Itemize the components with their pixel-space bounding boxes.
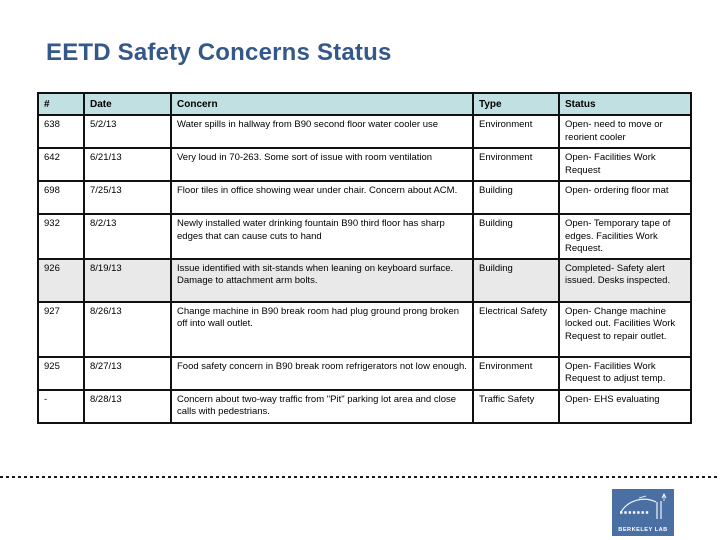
page-title: EETD Safety Concerns Status [46, 39, 392, 66]
cell-date: 8/27/13 [83, 355, 172, 391]
cell-concern: Newly installed water drinking fountain … [170, 213, 474, 260]
cell-id: 638 [37, 114, 85, 149]
cell-concern: Floor tiles in office showing wear under… [170, 180, 474, 215]
table-row: 698 7/25/13 Floor tiles in office showing … [37, 180, 692, 215]
cell-status: Open- Change machine locked out. Facilit… [558, 300, 692, 358]
cell-status: Open- Facilities Work Request [558, 147, 692, 182]
cell-status: Open- need to move or reorient cooler [558, 114, 692, 149]
cell-id: 932 [37, 213, 85, 260]
berkeley-lab-logo: BERKELEY LAB [612, 489, 674, 536]
berkeley-lab-logo-graphic: BERKELEY LAB [612, 489, 674, 536]
cell-type: Traffic Safety [472, 388, 560, 424]
cell-type: Building [472, 257, 560, 303]
cell-id: 927 [37, 300, 85, 358]
berkeley-lab-logo-text: BERKELEY LAB [618, 527, 667, 533]
cell-date: 8/19/13 [83, 257, 172, 303]
cell-concern: Change machine in B90 break room had plu… [170, 300, 474, 358]
cell-id: 698 [37, 180, 85, 215]
cell-concern: Issue identified with sit-stands when le… [170, 257, 474, 303]
cell-status: Completed- Safety alert issued. Desks in… [558, 257, 692, 303]
cell-date: 8/28/13 [83, 388, 172, 424]
cell-concern: Concern about two-way traffic from "Pit"… [170, 388, 474, 424]
cell-type: Building [472, 213, 560, 260]
cell-concern: Food safety concern in B90 break room re… [170, 355, 474, 391]
col-header-number: # [37, 92, 85, 116]
cell-type: Environment [472, 147, 560, 182]
table-row: 926 8/19/13 Issue identified with sit-stan… [37, 257, 692, 303]
cell-concern: Water spills in hallway from B90 second … [170, 114, 474, 149]
cell-type: Environment [472, 114, 560, 149]
cell-id: - [37, 388, 85, 424]
cell-date: 6/21/13 [83, 147, 172, 182]
cell-date: 8/26/13 [83, 300, 172, 358]
col-header-date: Date [83, 92, 172, 116]
table-header-row: # Date Concern Type Status [37, 92, 692, 116]
cell-type: Electrical Safety [472, 300, 560, 358]
cell-date: 7/25/13 [83, 180, 172, 215]
table-row: 927 8/26/13 Change machine in B90 break ro… [37, 300, 692, 358]
col-header-status: Status [558, 92, 692, 116]
footer-dashed-divider [0, 476, 720, 478]
table-row: 642 6/21/13 Very loud in 70-263. Some sort… [37, 147, 692, 182]
cell-type: Building [472, 180, 560, 215]
cell-type: Environment [472, 355, 560, 391]
cell-status: Open- Temporary tape of edges. Facilitie… [558, 213, 692, 260]
cell-concern: Very loud in 70-263. Some sort of issue … [170, 147, 474, 182]
safety-concerns-table: # Date Concern Type Status 638 5/2/13 Wate… [37, 92, 692, 424]
col-header-type: Type [472, 92, 560, 116]
cell-id: 642 [37, 147, 85, 182]
cell-date: 8/2/13 [83, 213, 172, 260]
cell-status: Open- ordering floor mat [558, 180, 692, 215]
table-row: -8/28/13 Concern about two-way traffic fr… [37, 388, 692, 424]
cell-id: 925 [37, 355, 85, 391]
col-header-concern: Concern [170, 92, 474, 116]
table-row: 638 5/2/13 Water spills in hallway from B9… [37, 114, 692, 149]
table-row: 925 8/27/13 Food safety concern in B90 bre… [37, 355, 692, 391]
cell-status: Open- EHS evaluating [558, 388, 692, 424]
cell-id: 926 [37, 257, 85, 303]
cell-date: 5/2/13 [83, 114, 172, 149]
table-row: 932 8/2/13 Newly installed water drinking … [37, 213, 692, 260]
cell-status: Open- Facilities Work Request to adjust … [558, 355, 692, 391]
